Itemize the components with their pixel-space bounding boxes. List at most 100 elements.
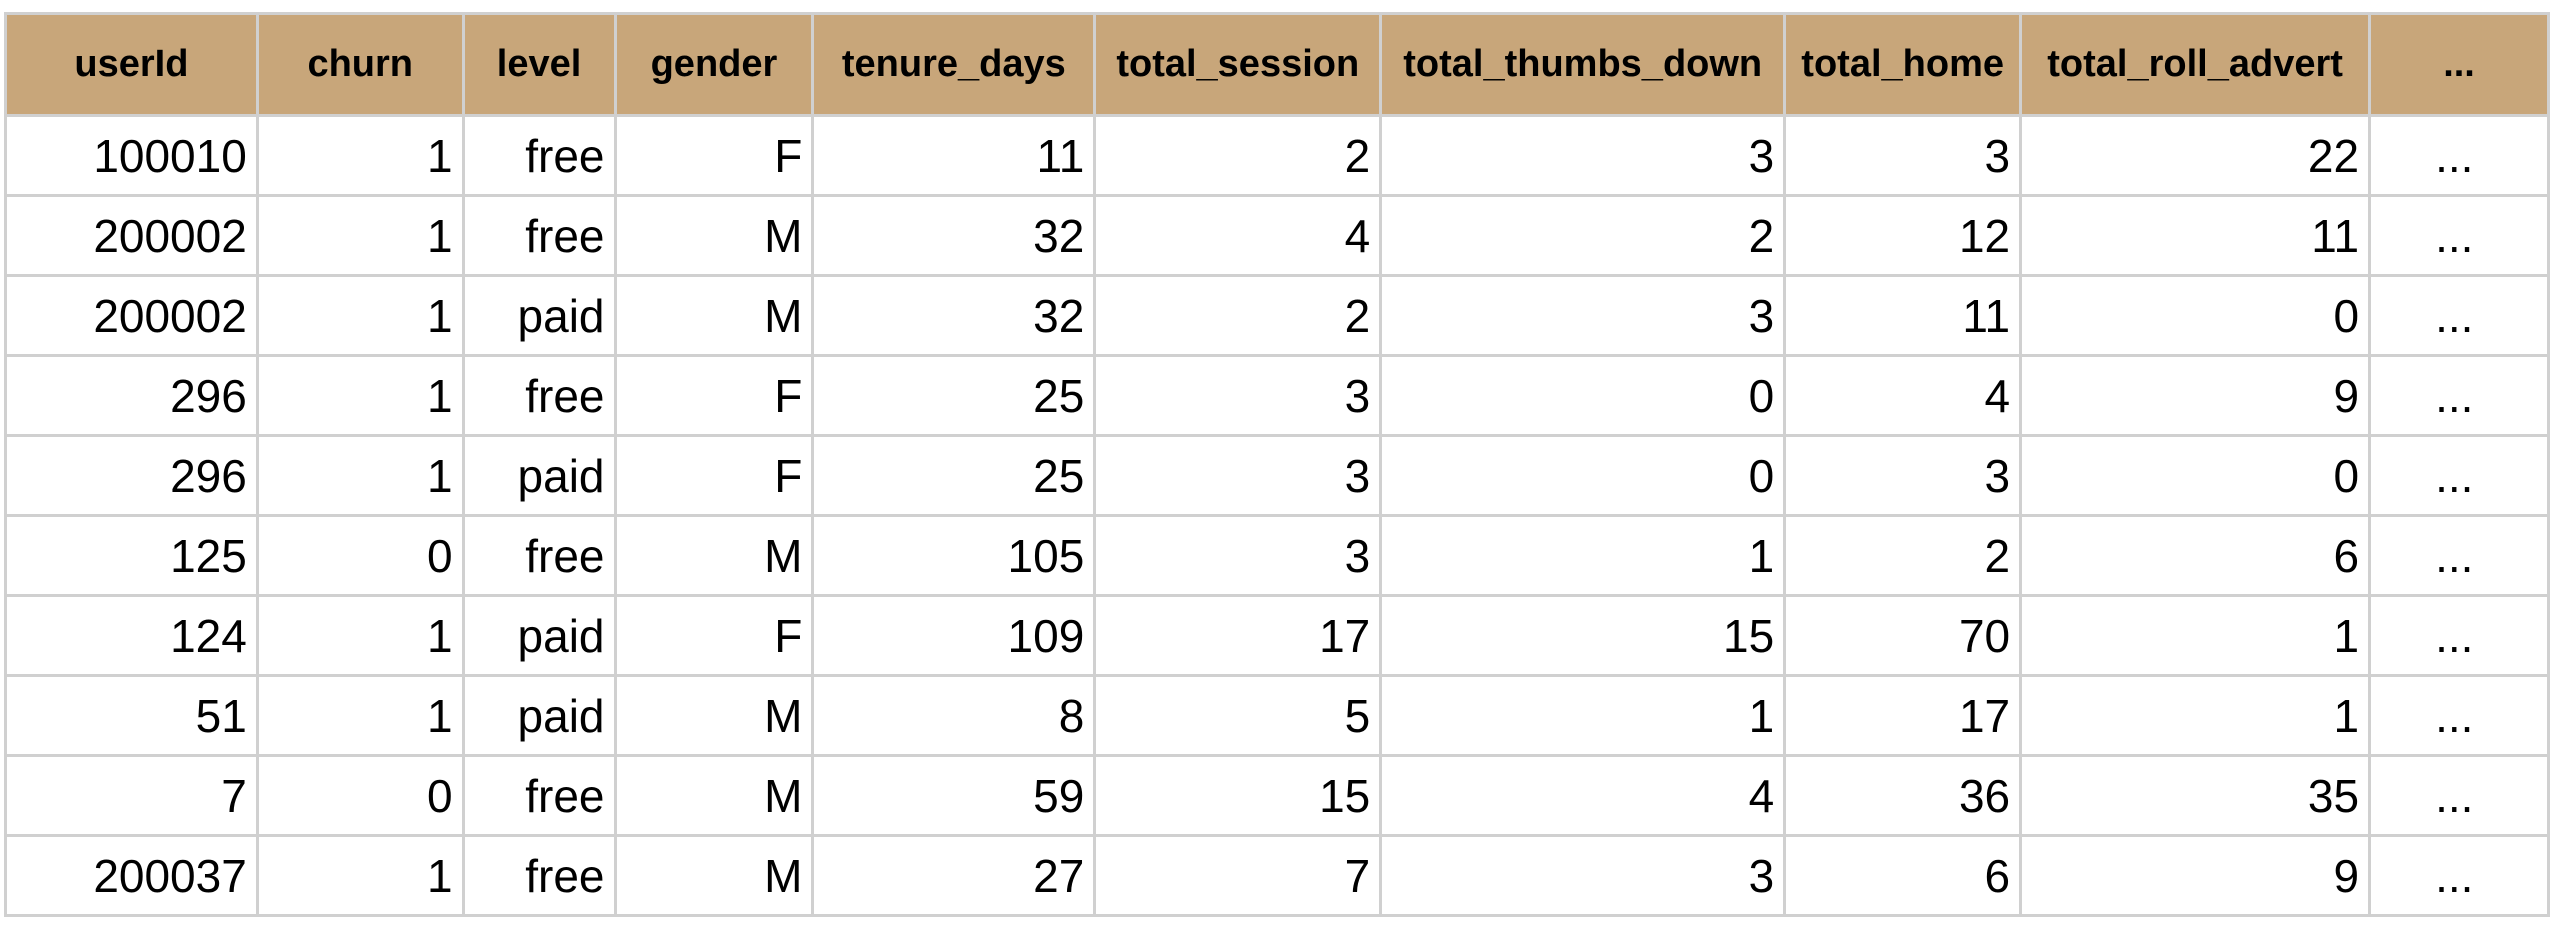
cell-total-roll-advert: 9: [2019, 834, 2372, 917]
cell-total-roll-advert: 6: [2019, 514, 2372, 597]
cell-total-home: 4: [1783, 354, 2023, 437]
cell-total-roll-advert: 35: [2019, 754, 2372, 837]
column-header-total-home: total_home: [1783, 12, 2023, 117]
column-header-total-session: total_session: [1093, 12, 1383, 117]
cell-tenure-days: 25: [811, 434, 1097, 517]
cell-level: free: [461, 114, 617, 197]
cell-userid: 100010: [4, 114, 259, 197]
cell-churn: 1: [255, 434, 465, 517]
cell-more: ...: [2368, 834, 2550, 917]
table-row: 100010 1 free F 11 2 3 3 22...: [4, 114, 2550, 197]
cell-total-home: 11: [1783, 274, 2023, 357]
cell-userid: 7: [4, 754, 259, 837]
cell-total-home: 17: [1783, 674, 2023, 757]
cell-tenure-days: 11: [811, 114, 1097, 197]
cell-gender: M: [613, 514, 815, 597]
cell-userid: 200002: [4, 194, 259, 277]
cell-churn: 1: [255, 674, 465, 757]
cell-total-thumbs-down: 1: [1379, 674, 1787, 757]
cell-userid: 200002: [4, 274, 259, 357]
cell-more: ...: [2368, 674, 2550, 757]
cell-churn: 1: [255, 594, 465, 677]
cell-total-home: 6: [1783, 834, 2023, 917]
cell-churn: 0: [255, 754, 465, 837]
cell-total-thumbs-down: 15: [1379, 594, 1787, 677]
cell-churn: 1: [255, 354, 465, 437]
cell-tenure-days: 25: [811, 354, 1097, 437]
cell-total-roll-advert: 11: [2019, 194, 2372, 277]
table-row: 296 1 free F 25 3 0 4 9...: [4, 354, 2550, 437]
column-header-tenure-days: tenure_days: [811, 12, 1097, 117]
cell-more: ...: [2368, 754, 2550, 837]
cell-total-thumbs-down: 2: [1379, 194, 1787, 277]
cell-total-roll-advert: 9: [2019, 354, 2372, 437]
cell-userid: 125: [4, 514, 259, 597]
table-row: 200002 1 free M 32 4 2 12 11...: [4, 194, 2550, 277]
cell-churn: 1: [255, 274, 465, 357]
cell-gender: F: [613, 354, 815, 437]
column-header-churn: churn: [255, 12, 465, 117]
cell-tenure-days: 105: [811, 514, 1097, 597]
cell-total-thumbs-down: 3: [1379, 274, 1787, 357]
cell-userid: 51: [4, 674, 259, 757]
cell-churn: 1: [255, 834, 465, 917]
table-row: 125 0 free M 105 3 1 2 6...: [4, 514, 2550, 597]
cell-gender: M: [613, 754, 815, 837]
cell-userid: 200037: [4, 834, 259, 917]
cell-gender: M: [613, 674, 815, 757]
cell-level: paid: [461, 594, 617, 677]
cell-gender: M: [613, 834, 815, 917]
cell-total-home: 70: [1783, 594, 2023, 677]
cell-total-session: 15: [1093, 754, 1383, 837]
cell-gender: M: [613, 194, 815, 277]
table-body: 100010 1 free F 11 2 3 3 22... 200002 1 free M 32 4 2 12…: [4, 114, 2550, 917]
cell-total-session: 17: [1093, 594, 1383, 677]
cell-more: ...: [2368, 274, 2550, 357]
table-row: 124 1 paid F 109 17 15 70 1...: [4, 594, 2550, 677]
cell-total-session: 2: [1093, 274, 1383, 357]
cell-total-session: 3: [1093, 434, 1383, 517]
cell-churn: 0: [255, 514, 465, 597]
cell-more: ...: [2368, 434, 2550, 517]
cell-level: free: [461, 834, 617, 917]
cell-total-roll-advert: 22: [2019, 114, 2372, 197]
cell-total-thumbs-down: 3: [1379, 834, 1787, 917]
cell-level: free: [461, 514, 617, 597]
cell-userid: 124: [4, 594, 259, 677]
cell-total-thumbs-down: 3: [1379, 114, 1787, 197]
cell-more: ...: [2368, 514, 2550, 597]
cell-total-session: 5: [1093, 674, 1383, 757]
cell-tenure-days: 8: [811, 674, 1097, 757]
cell-total-home: 3: [1783, 434, 2023, 517]
cell-tenure-days: 32: [811, 274, 1097, 357]
cell-more: ...: [2368, 594, 2550, 677]
cell-level: free: [461, 754, 617, 837]
cell-tenure-days: 27: [811, 834, 1097, 917]
cell-gender: F: [613, 434, 815, 517]
cell-total-session: 3: [1093, 514, 1383, 597]
header-row: userId churn level gender tenure_days total_s…: [4, 12, 2550, 117]
column-header-userid: userId: [4, 12, 259, 117]
table-row: 200002 1 paid M 32 2 3 11 0...: [4, 274, 2550, 357]
cell-level: paid: [461, 674, 617, 757]
column-header-total-roll-advert: total_roll_advert: [2019, 12, 2372, 117]
column-header-more: ...: [2368, 12, 2550, 117]
table-row: 296 1 paid F 25 3 0 3 0...: [4, 434, 2550, 517]
cell-tenure-days: 32: [811, 194, 1097, 277]
cell-total-thumbs-down: 0: [1379, 434, 1787, 517]
column-header-level: level: [461, 12, 617, 117]
cell-level: paid: [461, 434, 617, 517]
cell-tenure-days: 59: [811, 754, 1097, 837]
table-row: 51 1 paid M 8 5 1 17 1...: [4, 674, 2550, 757]
cell-more: ...: [2368, 114, 2550, 197]
cell-churn: 1: [255, 114, 465, 197]
data-table: userId churn level gender tenure_days total_s…: [4, 12, 2550, 917]
cell-churn: 1: [255, 194, 465, 277]
cell-total-thumbs-down: 4: [1379, 754, 1787, 837]
column-header-gender: gender: [613, 12, 815, 117]
column-header-total-thumbs-down: total_thumbs_down: [1379, 12, 1787, 117]
cell-more: ...: [2368, 194, 2550, 277]
cell-gender: F: [613, 594, 815, 677]
cell-total-session: 4: [1093, 194, 1383, 277]
cell-total-session: 3: [1093, 354, 1383, 437]
